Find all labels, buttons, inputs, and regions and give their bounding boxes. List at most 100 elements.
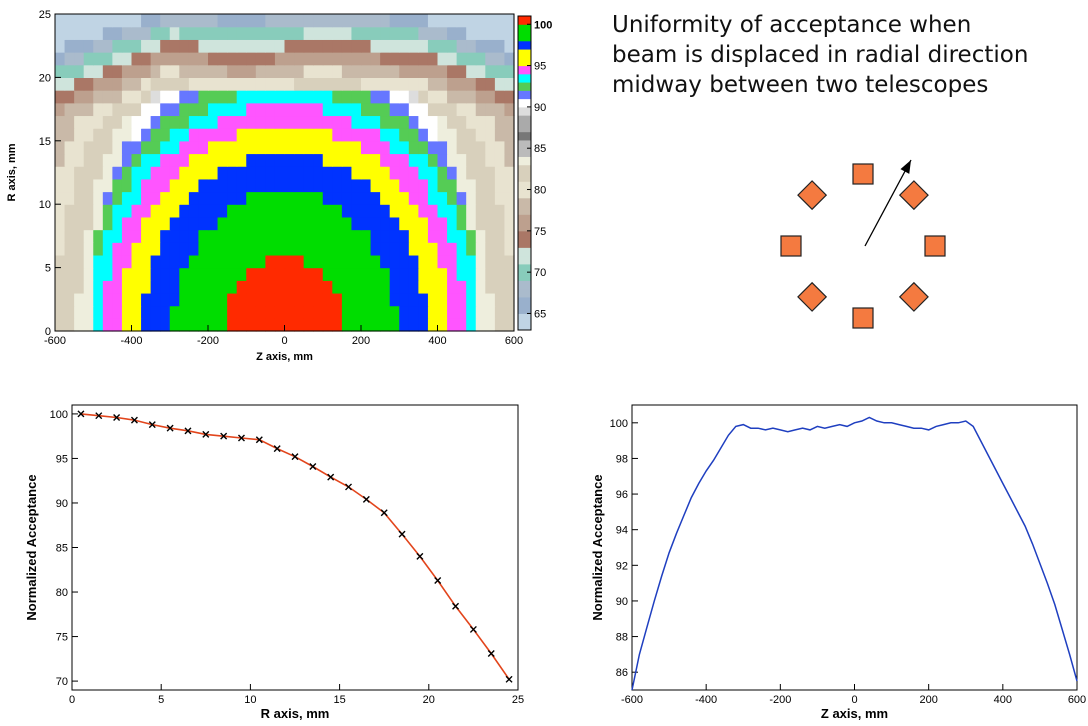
y-tick-label: 98 xyxy=(616,453,628,465)
heatmap-cell xyxy=(93,115,104,129)
color-scale-band xyxy=(518,214,531,224)
heatmap-cell xyxy=(485,115,496,129)
heatmap-cell xyxy=(399,242,410,256)
heatmap-cell xyxy=(246,77,257,91)
heatmap-cell xyxy=(399,26,410,40)
heatmap-cell xyxy=(475,254,486,269)
heatmap-cell xyxy=(121,229,133,243)
heatmap-cell xyxy=(208,64,219,78)
heatmap-cell xyxy=(341,39,353,53)
heatmap-cell xyxy=(141,318,152,332)
heatmap-cell xyxy=(131,77,142,91)
heatmap-cell xyxy=(504,77,515,91)
heatmap-cell xyxy=(303,178,314,193)
heatmap-cell xyxy=(485,318,496,332)
heatmap-cell xyxy=(389,267,400,281)
heatmap-cell xyxy=(284,90,295,104)
heatmap-cell xyxy=(217,178,228,193)
heatmap-cell xyxy=(341,102,353,117)
heatmap-cell xyxy=(485,242,496,256)
heatmap-cell xyxy=(313,254,324,269)
heatmap-cell xyxy=(236,204,247,218)
heatmap-cell xyxy=(227,166,238,180)
heatmap-cell xyxy=(208,216,219,231)
heatmap-cell xyxy=(494,280,506,294)
heatmap-cell xyxy=(456,178,467,193)
heatmap-cell xyxy=(303,191,314,205)
heatmap-cell xyxy=(188,153,200,167)
heatmap-cell xyxy=(55,242,66,256)
heatmap-cell xyxy=(370,102,381,117)
heatmap-cell xyxy=(370,77,381,91)
heatmap-cell xyxy=(55,14,66,28)
heatmap-cell xyxy=(332,305,343,319)
heatmap-cell xyxy=(55,90,66,104)
heatmap-cell xyxy=(504,26,515,40)
heatmap-cell xyxy=(322,166,333,180)
data-point-marker xyxy=(398,530,406,538)
heatmap-cell xyxy=(380,305,391,319)
color-scale-band xyxy=(518,164,531,174)
heatmap-cell xyxy=(427,90,439,104)
heatmap-cell xyxy=(255,128,266,142)
heatmap-cell xyxy=(198,115,209,129)
heatmap-cell xyxy=(322,102,333,117)
heatmap-cell xyxy=(93,178,104,193)
heatmap-cell xyxy=(408,102,419,117)
heatmap-cell xyxy=(380,26,391,40)
heatmap-cell xyxy=(332,128,343,142)
telescope-square xyxy=(780,235,802,257)
heatmap-cell xyxy=(236,26,247,40)
heatmap-cell xyxy=(466,280,477,294)
heatmap-cell xyxy=(456,216,467,231)
heatmap-cell xyxy=(55,229,66,243)
heatmap-cell xyxy=(494,26,506,40)
heatmap-cell xyxy=(112,242,123,256)
heatmap-cell xyxy=(112,229,123,243)
heatmap-cell xyxy=(380,318,391,332)
heatmap-cell xyxy=(389,166,400,180)
heatmap-cell xyxy=(341,52,353,66)
heatmap-cell xyxy=(93,14,104,28)
heatmap-cell xyxy=(389,229,400,243)
heatmap-cell xyxy=(141,140,152,155)
heatmap-cell xyxy=(284,254,295,269)
heatmap-cell xyxy=(370,52,381,66)
data-point-marker xyxy=(273,445,281,453)
heatmap-cell xyxy=(437,64,448,78)
heatmap-cell xyxy=(284,280,295,294)
heatmap-cell xyxy=(236,292,247,307)
heatmap-cell xyxy=(112,216,123,231)
heatmap-cell xyxy=(494,102,506,117)
heatmap-cell xyxy=(494,166,506,180)
heatmap-cell xyxy=(274,52,286,66)
heatmap-cell xyxy=(217,166,228,180)
heatmap-cell xyxy=(504,102,515,117)
heatmap-cell xyxy=(303,229,314,243)
heatmap-cell xyxy=(494,115,506,129)
heatmap-cell xyxy=(485,26,496,40)
heatmap-cell xyxy=(303,254,314,269)
heatmap-cell xyxy=(418,39,429,53)
heatmap-cell xyxy=(198,267,209,281)
heatmap-cell xyxy=(274,102,286,117)
heatmap-cell xyxy=(341,115,353,129)
heatmap-cell xyxy=(74,216,85,231)
heatmap-cell xyxy=(93,102,104,117)
heatmap-cell xyxy=(466,90,477,104)
heatmap-cell xyxy=(437,318,448,332)
heatmap-cell xyxy=(93,267,104,281)
heatmap-cell xyxy=(121,77,133,91)
heatmap-cell xyxy=(274,128,286,142)
heatmap-cell xyxy=(389,14,400,28)
heatmap-cell xyxy=(274,90,286,104)
heatmap-cell xyxy=(284,204,295,218)
heatmap-cell xyxy=(265,166,276,180)
heatmap-cell xyxy=(131,166,142,180)
heatmap-cell xyxy=(389,153,400,167)
heatmap-cell xyxy=(332,204,343,218)
heatmap-cell xyxy=(198,254,209,269)
heatmap-cell xyxy=(102,191,113,205)
heatmap-cell xyxy=(121,216,133,231)
heatmap-cell xyxy=(255,166,266,180)
